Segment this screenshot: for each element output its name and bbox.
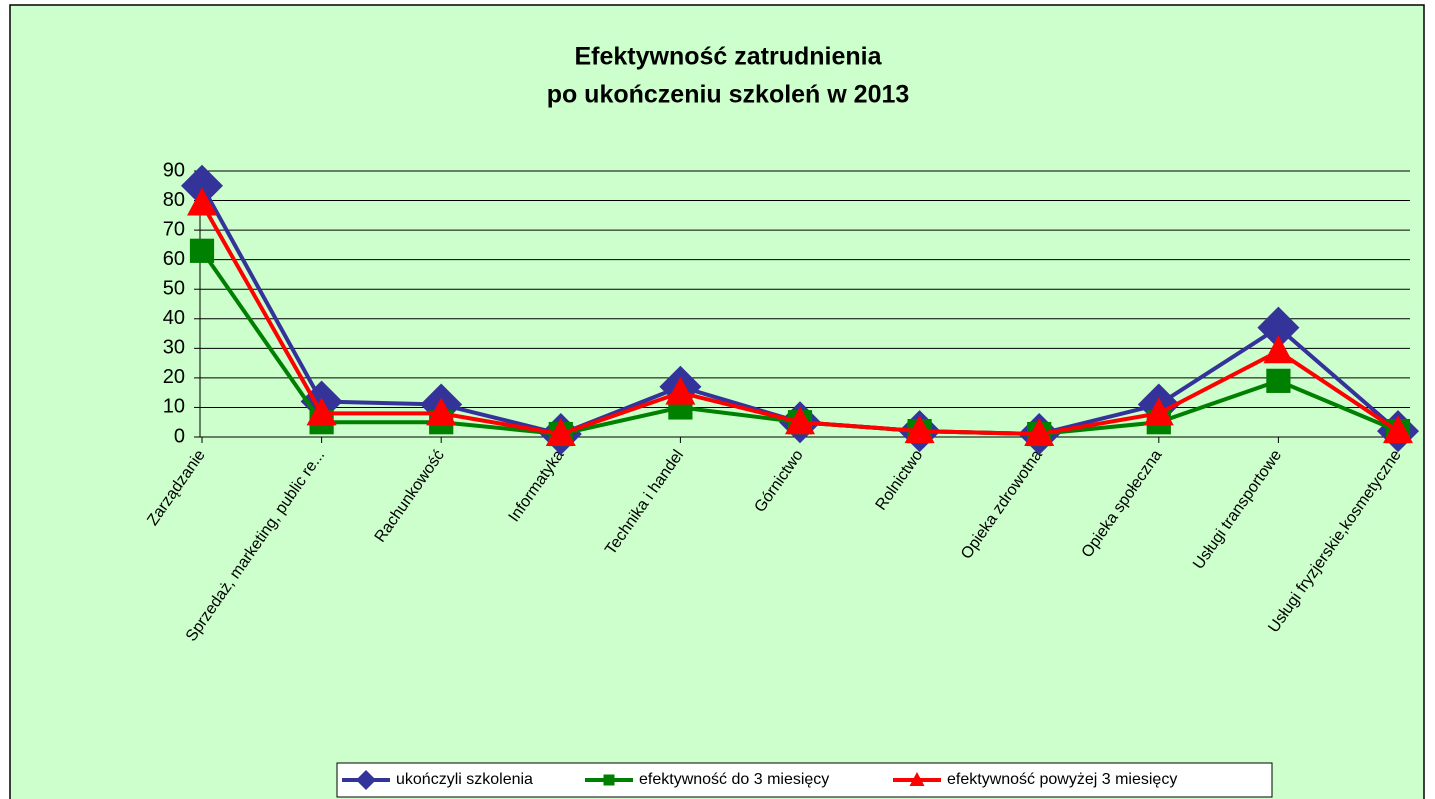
marker xyxy=(187,187,217,216)
legend-marker xyxy=(603,774,615,786)
y-tick-label: 10 xyxy=(163,396,185,418)
marker xyxy=(1143,397,1174,426)
marker xyxy=(1257,306,1300,349)
legend xyxy=(336,762,1273,798)
y-tick-label: 40 xyxy=(163,307,185,329)
chart-title: po ukończeniu szkoleń w 2013 xyxy=(547,81,910,109)
legend-label: ukończyli szkolenia xyxy=(396,771,533,788)
marker xyxy=(665,376,696,405)
marker xyxy=(1266,368,1291,393)
y-tick-label: 60 xyxy=(163,248,185,270)
marker xyxy=(785,406,815,435)
marker xyxy=(189,238,215,263)
marker xyxy=(1024,418,1055,447)
y-tick-label: 30 xyxy=(163,337,185,359)
legend-marker xyxy=(909,772,925,786)
chart-title: Efektywność zatrudnienia xyxy=(574,43,882,71)
legend-label: efektywność powyżej 3 miesięcy xyxy=(947,771,1177,788)
y-tick-label: 50 xyxy=(163,278,185,300)
marker xyxy=(545,418,576,447)
y-tick-label: 90 xyxy=(163,159,185,181)
marker xyxy=(426,397,457,426)
marker xyxy=(306,397,337,426)
y-tick-label: 0 xyxy=(174,425,185,447)
y-tick-label: 80 xyxy=(163,189,185,211)
marker xyxy=(1263,335,1294,364)
marker xyxy=(904,415,935,444)
legend-marker xyxy=(356,770,376,790)
y-tick-label: 70 xyxy=(163,218,185,240)
marker xyxy=(181,164,223,207)
legend-label: efektywność do 3 miesięcy xyxy=(639,771,829,788)
marker xyxy=(1383,415,1413,444)
y-tick-label: 20 xyxy=(163,366,185,388)
